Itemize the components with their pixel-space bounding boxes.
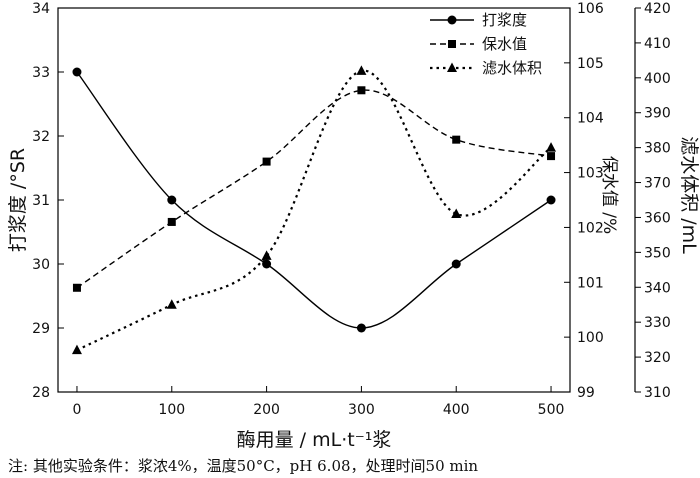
legend-marker-2 <box>448 40 456 48</box>
x-tick-label: 500 <box>538 402 565 418</box>
left-tick-label: 28 <box>32 385 50 401</box>
series-1-point <box>72 67 82 77</box>
right2-tick-label: 360 <box>644 210 671 226</box>
right1-tick-label: 106 <box>577 1 604 17</box>
right1-axis-title: 保水值 /% <box>599 156 619 234</box>
x-tick-label: 0 <box>73 402 82 418</box>
series-2-point <box>167 217 176 226</box>
series-3-point <box>166 299 177 309</box>
left-tick-label: 31 <box>32 193 50 209</box>
legend-marker-1 <box>447 15 457 25</box>
series-3-point <box>546 142 557 152</box>
x-axis-title: 酶用量 / mL·t⁻¹浆 <box>237 429 392 451</box>
series-1-point <box>451 259 461 269</box>
right2-tick-label: 350 <box>644 245 671 261</box>
left-tick-label: 29 <box>32 321 50 337</box>
series-line-1 <box>76 71 552 329</box>
series-1-point <box>356 323 366 333</box>
left-tick-label: 30 <box>32 257 50 273</box>
right2-tick-label: 370 <box>644 176 671 192</box>
right1-tick-label: 102 <box>577 220 604 236</box>
right2-axis-title: 滤水体积 /mL <box>678 136 700 254</box>
right2-tick-label: 340 <box>644 280 671 296</box>
x-tick-label: 400 <box>443 402 470 418</box>
right2-tick-label: 310 <box>644 385 671 401</box>
right1-tick-label: 105 <box>577 56 604 72</box>
series-1-point <box>262 259 272 269</box>
right2-tick-label: 320 <box>644 350 671 366</box>
series-2-point <box>452 135 461 144</box>
legend-label-1: 打浆度 <box>482 11 527 29</box>
legend-label-2: 保水值 <box>482 35 527 53</box>
series-line-3 <box>76 69 552 352</box>
left-axis-title: 打浆度 /°SR <box>7 148 29 252</box>
right2-tick-label: 390 <box>644 106 671 122</box>
right1-tick-label: 99 <box>577 385 595 401</box>
x-tick-label: 200 <box>253 402 280 418</box>
series-3-point <box>261 250 272 260</box>
legend-marker-3 <box>447 62 457 72</box>
left-tick-label: 33 <box>32 65 50 81</box>
right2-tick-label: 330 <box>644 315 671 331</box>
right2-tick-label: 380 <box>644 141 671 157</box>
series-3-point <box>356 65 367 75</box>
series-line-2 <box>76 89 552 289</box>
legend-label-3: 滤水体积 <box>482 59 542 77</box>
left-tick-label: 34 <box>32 1 50 17</box>
series-2-point <box>547 152 556 161</box>
right1-tick-label: 104 <box>577 111 604 127</box>
series-3-point <box>71 344 82 355</box>
series-3-point <box>451 208 462 218</box>
series-2-point <box>357 86 366 95</box>
chart-note: 注: 其他实验条件：浆浓4%，温度50°C，pH 6.08，处理时间50 min <box>8 457 479 475</box>
series-2-point <box>72 283 81 292</box>
series-2-point <box>262 157 271 166</box>
right2-tick-label: 400 <box>644 71 671 87</box>
right1-tick-label: 101 <box>577 275 604 291</box>
series-1-point <box>167 195 177 205</box>
left-tick-label: 32 <box>32 129 50 145</box>
right2-tick-label: 410 <box>644 36 671 52</box>
right1-tick-label: 103 <box>577 166 604 182</box>
series-1-point <box>546 195 556 205</box>
right2-tick-label: 420 <box>644 1 671 17</box>
right1-tick-label: 100 <box>577 330 604 346</box>
x-tick-label: 100 <box>158 402 185 418</box>
x-tick-label: 300 <box>348 402 375 418</box>
